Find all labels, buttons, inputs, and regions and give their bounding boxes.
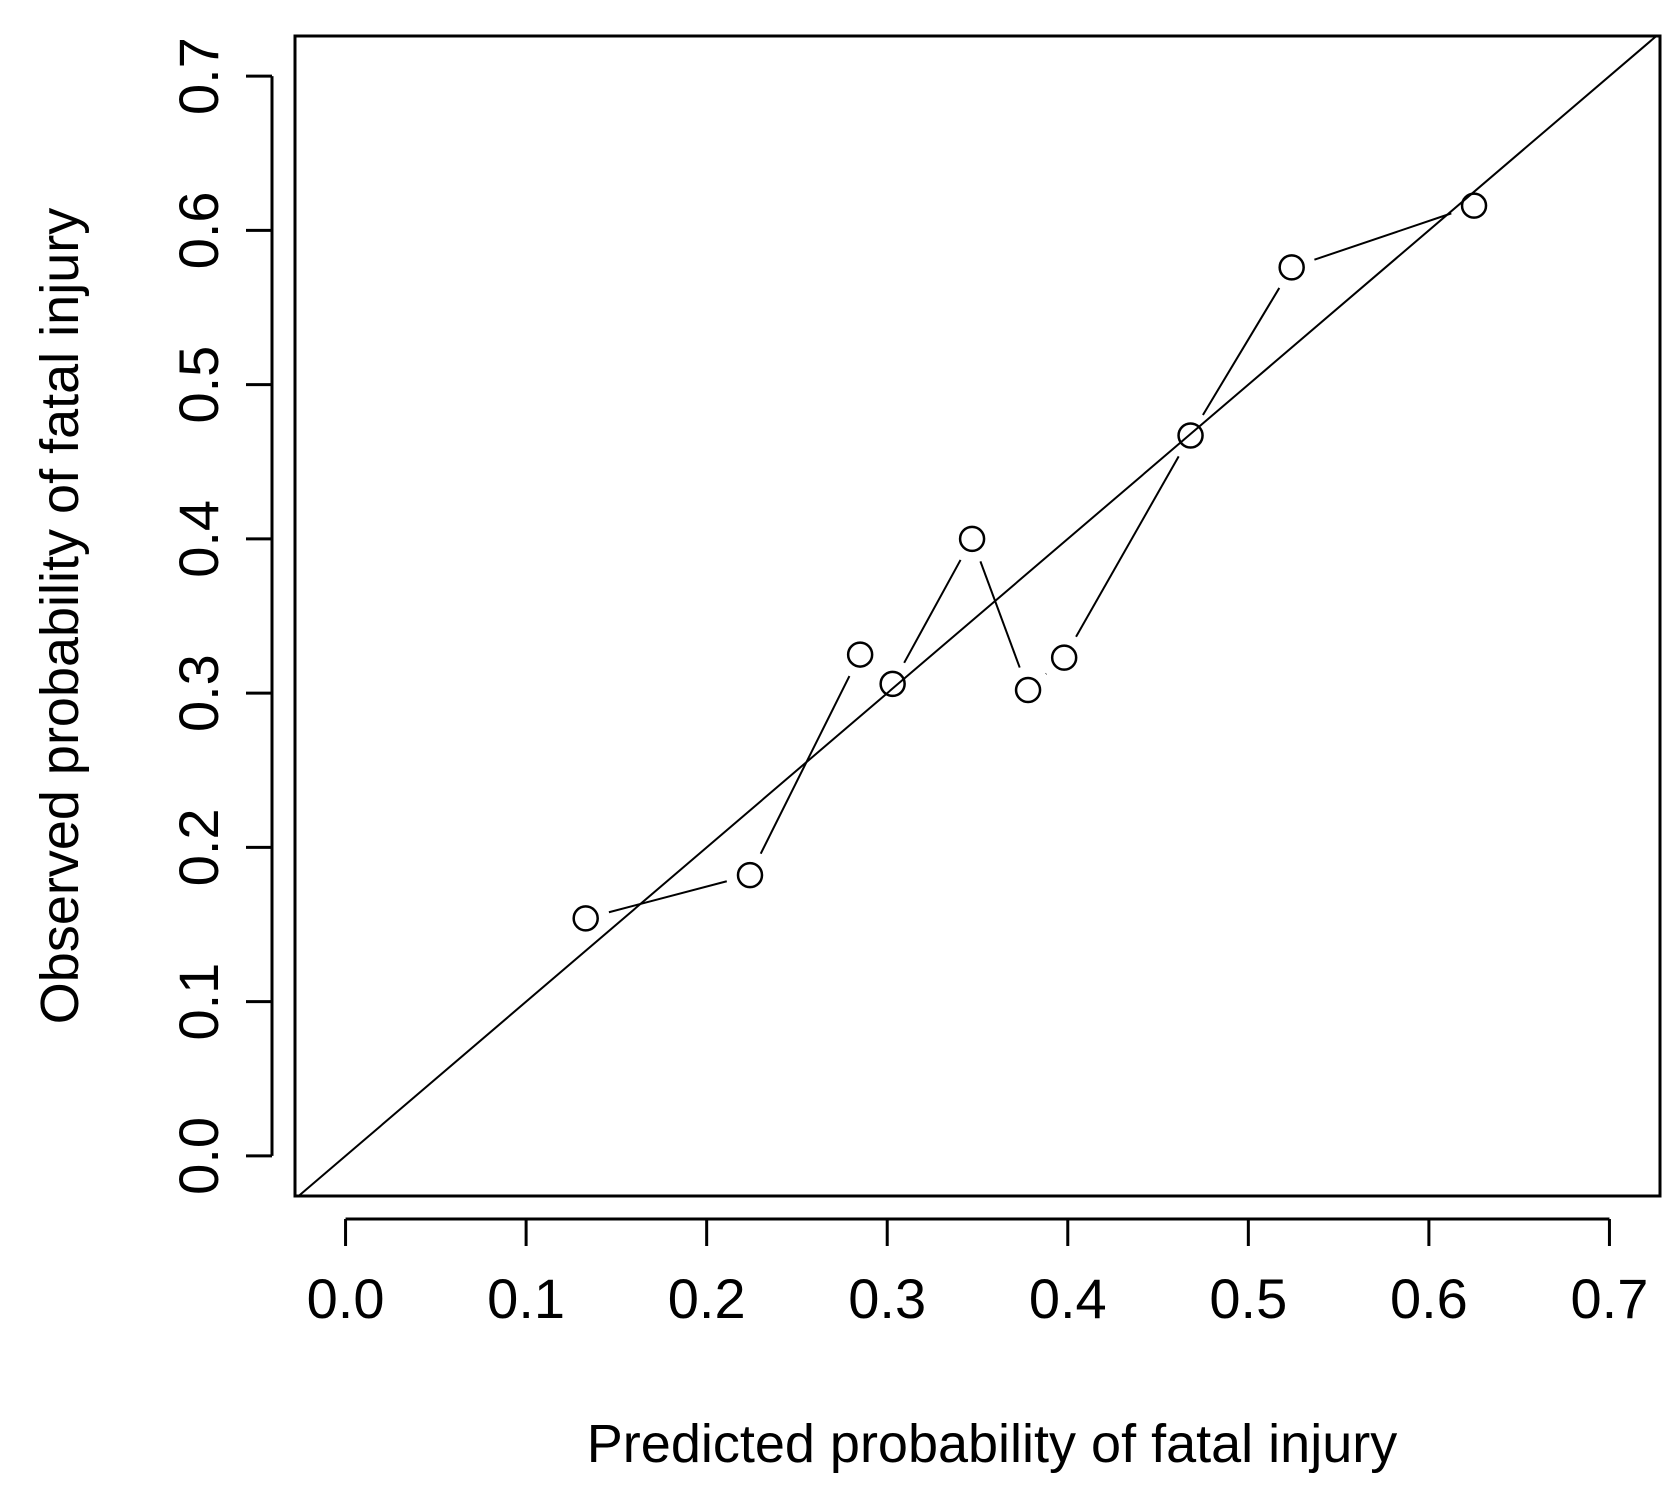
x-tick-label: 0.0 (307, 1267, 385, 1330)
series-connector (1314, 212, 1452, 261)
reference-diagonal-line (297, 35, 1658, 1197)
data-point (879, 670, 906, 698)
y-tick-label: 0.2 (167, 808, 230, 886)
series-connector (1202, 287, 1281, 416)
series-connector (759, 675, 851, 855)
series-connector (979, 561, 1021, 668)
x-tick-label: 0.5 (1209, 1267, 1287, 1330)
x-tick-label: 0.7 (1571, 1267, 1649, 1330)
x-tick-label: 0.4 (1029, 1267, 1107, 1330)
y-tick-label: 0.5 (167, 346, 230, 424)
data-point (846, 641, 874, 668)
series-connector (903, 559, 962, 664)
data-point (1014, 676, 1042, 704)
reference-line-layer (297, 35, 1658, 1197)
data-point (736, 861, 764, 889)
data-point (1460, 192, 1488, 219)
x-axis: 0.0 0.1 0.2 0.3 0.4 0.5 0.6 0.7 (307, 1217, 1649, 1330)
series-connector (608, 880, 728, 914)
y-tick-label: 0.0 (167, 1117, 230, 1195)
data-point (1177, 422, 1204, 449)
x-tick-label: 0.2 (668, 1267, 746, 1330)
y-tick-label: 0.6 (167, 191, 230, 269)
y-tick-label: 0.4 (167, 500, 230, 578)
series-connector (1075, 455, 1180, 638)
x-tick-label: 0.1 (487, 1267, 565, 1330)
y-tick-label: 0.1 (167, 963, 230, 1041)
y-tick-label: 0.7 (167, 37, 230, 115)
data-point (572, 905, 599, 932)
plot-frame (293, 34, 1662, 1198)
data-point (1278, 254, 1305, 281)
x-axis-title: Predicted probability of fatal injury (587, 1414, 1397, 1474)
x-tick-label: 0.3 (848, 1267, 926, 1330)
y-tick-label: 0.3 (167, 654, 230, 732)
data-point (958, 525, 986, 553)
y-axis-title: Observed probability of fatal injury (30, 208, 90, 1024)
data-point (1050, 644, 1078, 671)
series-layer (572, 192, 1488, 932)
x-tick-label: 0.6 (1390, 1267, 1468, 1330)
y-axis: 0.0 0.1 0.2 0.3 0.4 0.5 0.6 0.7 (167, 37, 274, 1195)
